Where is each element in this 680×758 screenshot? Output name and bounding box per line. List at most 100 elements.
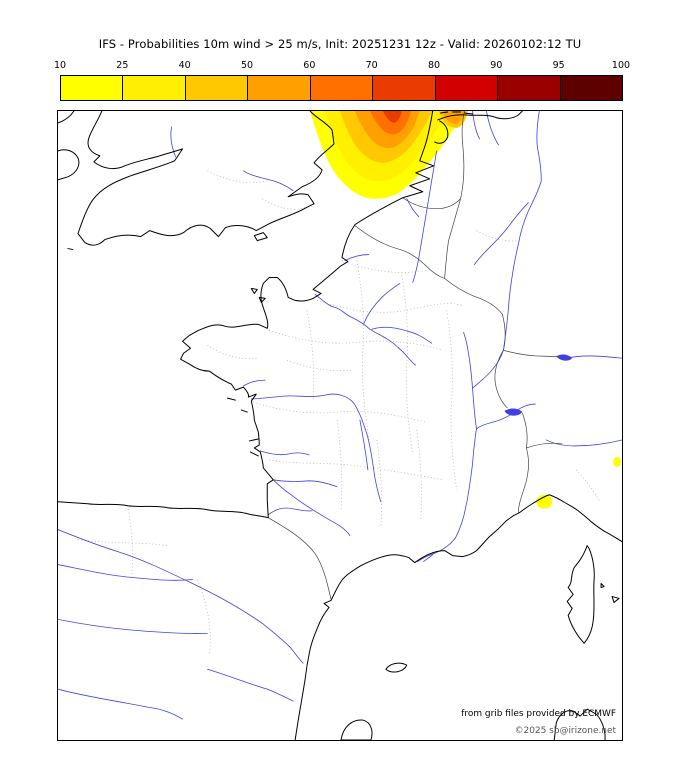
admin-line: [253, 401, 425, 423]
prob-contour-70: [382, 111, 402, 123]
coast-mediterranean: [294, 494, 622, 740]
coast-channel-island-guernsey: [250, 287, 258, 294]
prob-spot-riviera: [536, 494, 553, 509]
colorbar-segment-80-90: [434, 76, 498, 100]
admin-line: [269, 329, 443, 351]
prob-patch-50-dutch-islands: [442, 111, 465, 124]
river-moselle: [474, 202, 529, 265]
river-adour: [267, 507, 313, 516]
admin-line: [127, 505, 133, 578]
border-es-fr: [268, 517, 332, 600]
border-be-nl: [402, 197, 461, 210]
admin-line: [306, 310, 315, 401]
admin-line: [207, 344, 258, 360]
coast-capraia: [600, 582, 605, 588]
river-somme: [344, 254, 370, 261]
colorbar-tick-label: 70: [365, 60, 378, 71]
credit-ecmwf: from grib files provided by ECMWF: [461, 709, 616, 719]
colorbar-bar: [60, 75, 623, 101]
river-garonne: [272, 479, 351, 537]
admin-line: [316, 300, 462, 313]
coast-ile-oleron: [249, 451, 259, 457]
river-rhone-upstream: [516, 403, 536, 411]
lake-constance: [556, 354, 573, 361]
border-fr-ch: [494, 350, 508, 409]
border-nl-de: [460, 111, 465, 199]
admin-line: [446, 310, 457, 490]
river-po: [545, 439, 622, 447]
river-oise: [363, 283, 401, 324]
colorbar-segment-50-60: [247, 76, 310, 100]
border-fr-it: [518, 447, 529, 513]
coast-elba: [611, 595, 620, 603]
admin-line: [356, 260, 370, 441]
coast-england-wales: [77, 111, 335, 246]
colorbar-segment-25-40: [122, 76, 185, 100]
river-tajo: [58, 618, 208, 634]
coast-german-bight: [437, 111, 523, 121]
credit-copyright: ©2025 sb@irizone.net: [515, 726, 617, 736]
coast-mallorca: [340, 719, 373, 740]
river-saone: [463, 331, 477, 430]
colorbar-segment-40-50: [184, 76, 248, 100]
river-ems: [472, 111, 480, 140]
admin-line: [575, 469, 601, 502]
admin-line: [197, 579, 211, 655]
coast-sardinia: [553, 708, 606, 740]
river-rhone-delta-arm: [423, 553, 435, 562]
coast-belle-ile: [226, 397, 236, 401]
river-danube: [565, 355, 622, 359]
colorbar-tick-label: 80: [427, 60, 441, 71]
colorbar-segment-90-95: [497, 76, 560, 100]
admin-line: [336, 419, 343, 510]
admin-borders: [77, 170, 601, 655]
colorbar-tick-label: 100: [611, 60, 631, 71]
river-meuse: [412, 150, 438, 283]
river-jucar: [207, 668, 294, 702]
country-borders: [268, 111, 563, 600]
river-duero: [58, 564, 193, 581]
coast-continent-atlantic: [58, 111, 435, 519]
river-allier: [359, 419, 369, 471]
river-severn: [170, 126, 176, 158]
colorbar-tick-label: 90: [490, 60, 503, 71]
lakes: [504, 354, 573, 416]
colorbar-tick-label: 60: [303, 60, 316, 71]
coastlines: [58, 111, 622, 740]
river-loire: [250, 393, 382, 503]
colorbar-segment-10-25: [61, 76, 123, 100]
colorbar-tick-label: 10: [53, 60, 67, 71]
river-marne: [371, 326, 433, 344]
river-rhone: [417, 409, 518, 562]
coast-wadden-islands: [440, 111, 474, 115]
river-rhine: [503, 111, 542, 351]
admin-line: [269, 459, 443, 481]
coast-ijsselmeer: [434, 120, 449, 144]
lake-geneva: [504, 408, 523, 416]
coast-ile-yeu: [240, 409, 248, 413]
colorbar-segment-60-70: [309, 76, 373, 100]
map-title: IFS - Probabilities 10m wind > 25 m/s, I…: [98, 37, 582, 51]
admin-line: [341, 260, 427, 273]
river-scheldt: [406, 198, 420, 218]
river-vilaine: [242, 379, 266, 387]
probability-shading: [310, 111, 622, 509]
coast-channel-island-jersey: [258, 296, 266, 303]
river-ebro: [58, 529, 304, 664]
colorbar-tick-label: 50: [240, 60, 254, 71]
river-weser: [486, 111, 499, 146]
coast-scilly: [67, 248, 74, 251]
border-fr-be: [354, 225, 445, 279]
river-seine: [314, 294, 417, 366]
admin-line: [376, 439, 383, 528]
colorbar-tick-label: 40: [178, 60, 191, 71]
border-ch-it: [522, 412, 563, 449]
admin-line: [287, 359, 351, 372]
colorbar-segment-95-100: [559, 76, 622, 100]
colorbar-tick-label: 95: [552, 60, 565, 71]
coast-minorca: [385, 662, 408, 673]
map-svg: from grib files provided by ECMWF ©2025 …: [58, 111, 622, 740]
admin-line: [77, 539, 168, 547]
colorbar-tick-label: 25: [116, 60, 129, 71]
